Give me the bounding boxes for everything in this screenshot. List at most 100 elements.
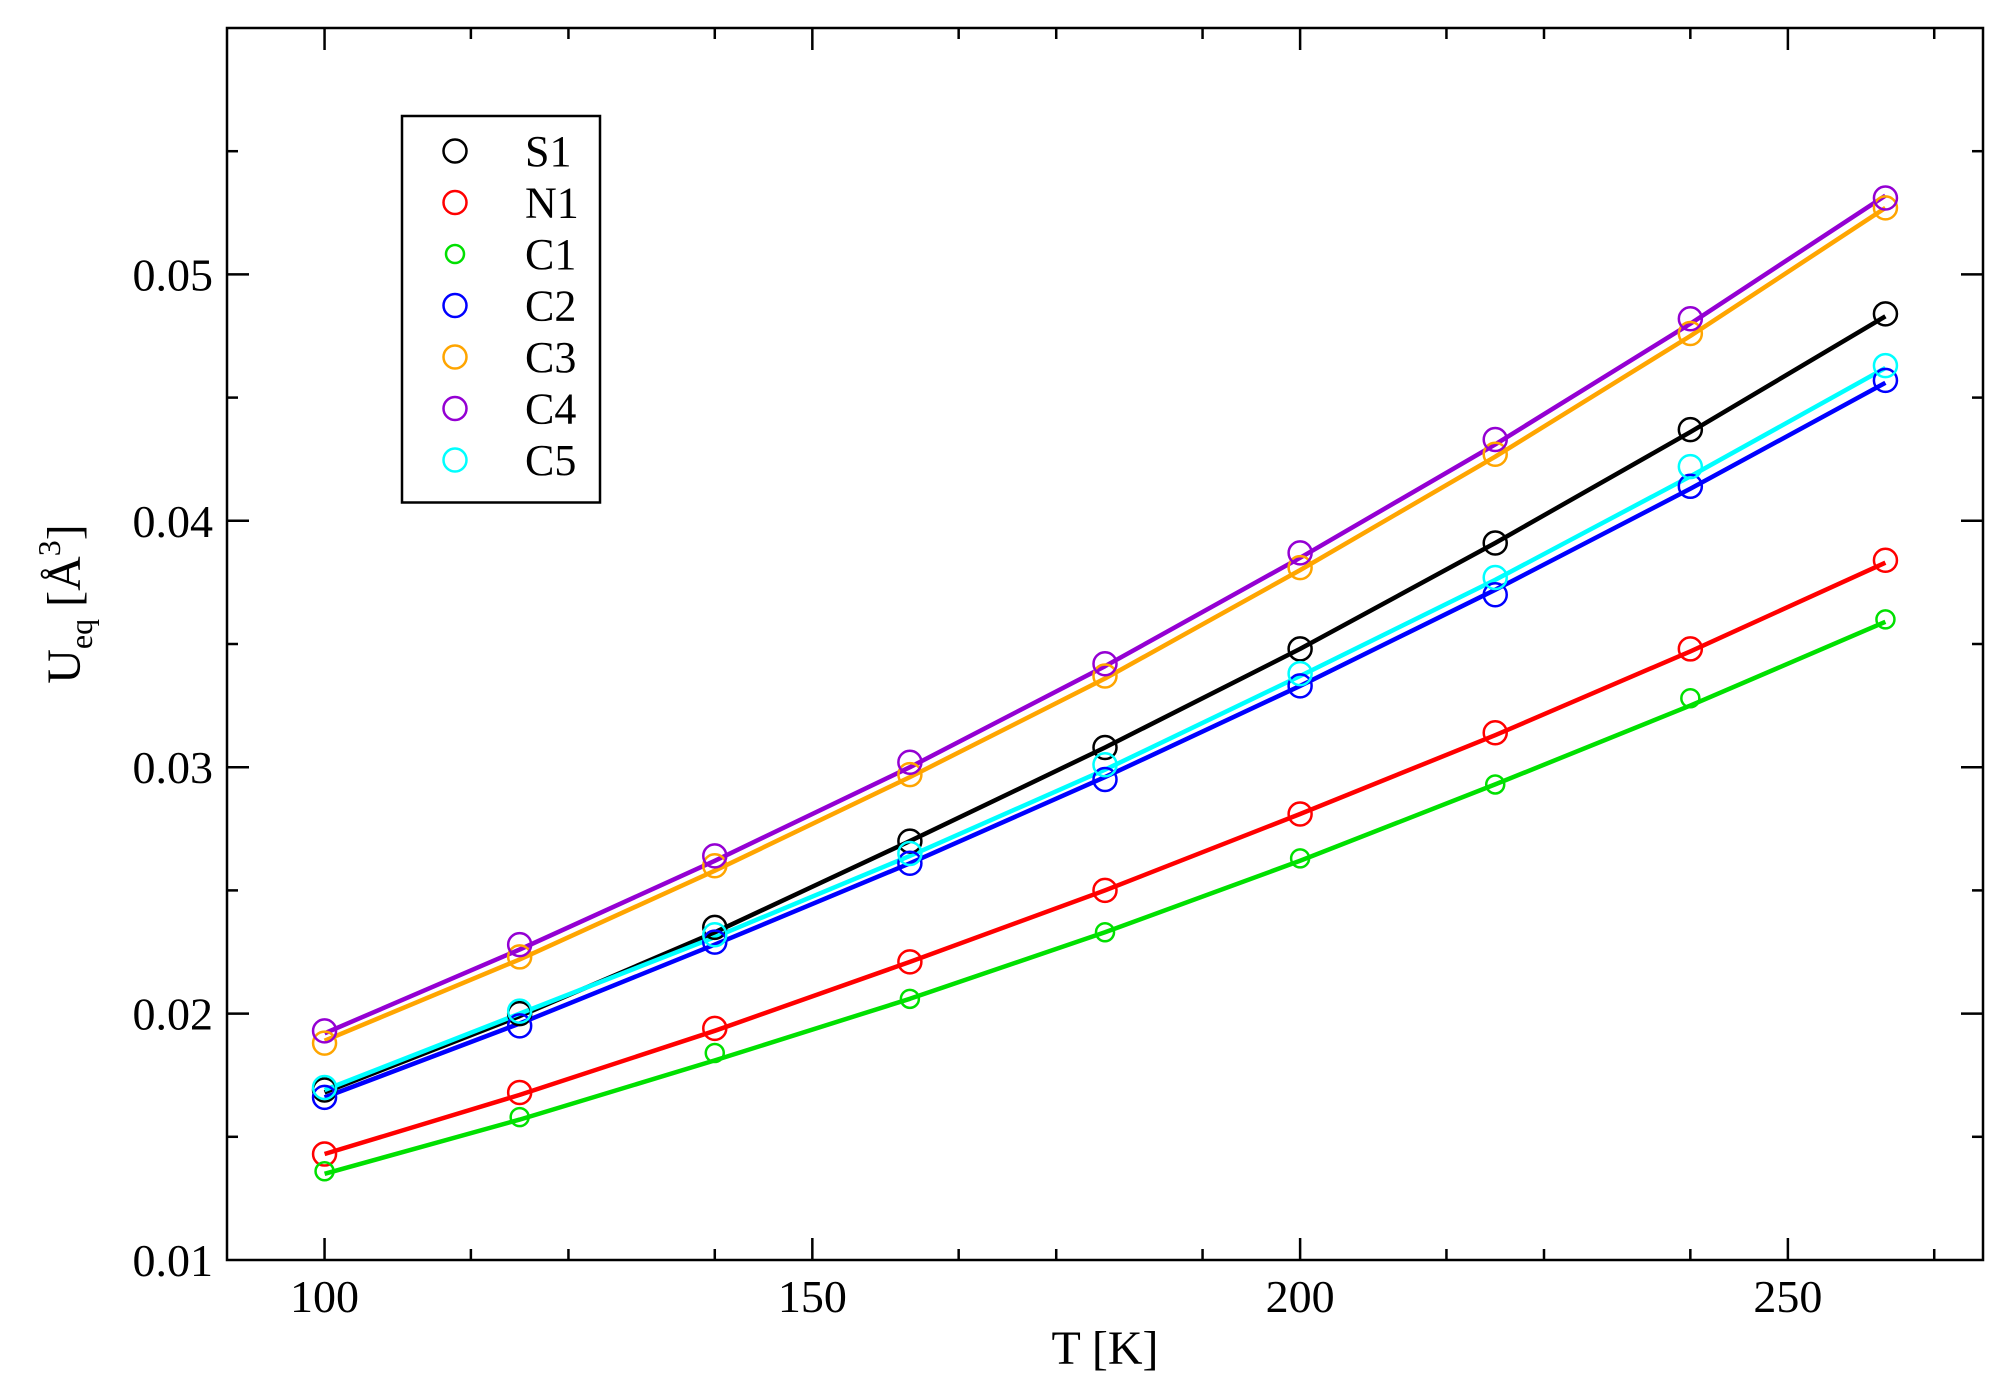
legend-marker-c1 <box>444 243 466 265</box>
legend-marker-c2 <box>442 292 468 319</box>
fit-line-n1 <box>323 560 1887 1157</box>
data-point-c5 <box>506 998 533 1024</box>
y-axis-title-unit-close: ] <box>38 524 91 540</box>
y-tick-label: 0.02 <box>133 989 214 1040</box>
data-point-n1 <box>1677 636 1704 662</box>
data-point-n1 <box>1092 877 1118 904</box>
data-point-c5 <box>1482 564 1508 591</box>
data-point-s1 <box>702 914 728 941</box>
y-axis-title-main: U <box>38 649 91 684</box>
data-point-c1 <box>1289 848 1311 869</box>
data-point-c5 <box>1092 751 1118 778</box>
data-markers <box>311 185 1899 1182</box>
fit-line-c5 <box>323 366 1887 1093</box>
y-axis-title-unit: [Å <box>38 556 91 619</box>
data-point-c5 <box>311 1074 338 1101</box>
data-point-c1 <box>704 1042 726 1064</box>
data-point-c1 <box>1875 609 1896 630</box>
legend-label-s1: S1 <box>525 127 571 176</box>
data-point-c5 <box>1287 660 1313 687</box>
data-point-c4 <box>1287 540 1313 566</box>
x-tick-label: 250 <box>1753 1271 1822 1322</box>
fit-line-c4 <box>323 193 1887 1036</box>
y-axis-title-superscript: 3 <box>31 540 67 556</box>
data-point-c3 <box>506 944 533 970</box>
data-point-c5 <box>897 840 923 867</box>
data-point-c3 <box>702 853 728 879</box>
data-point-c1 <box>314 1161 335 1182</box>
data-point-c4 <box>1092 650 1118 677</box>
data-point-n1 <box>1482 719 1508 746</box>
legend-marker-c3 <box>442 344 468 370</box>
legend-marker-c5 <box>442 447 468 473</box>
data-point-n1 <box>897 949 923 975</box>
data-point-c2 <box>311 1084 338 1111</box>
data-point-c4 <box>897 749 923 776</box>
data-point-c3 <box>311 1030 338 1056</box>
x-tick-label: 150 <box>778 1271 847 1322</box>
legend-label-c5: C5 <box>525 436 576 485</box>
data-point-c5 <box>1872 352 1899 379</box>
y-tick-label: 0.01 <box>133 1235 214 1286</box>
data-point-c4 <box>1677 306 1704 332</box>
data-point-n1 <box>506 1079 533 1106</box>
data-point-s1 <box>1287 636 1313 662</box>
fit-lines <box>323 193 1887 1176</box>
data-point-c1 <box>1680 687 1701 709</box>
data-point-c4 <box>506 931 533 958</box>
data-point-c1 <box>1094 922 1116 943</box>
data-point-c2 <box>1482 581 1508 608</box>
legend-label-c4: C4 <box>525 385 576 434</box>
data-point-s1 <box>1872 301 1899 327</box>
data-point-c4 <box>1872 185 1899 211</box>
data-point-s1 <box>1092 734 1118 761</box>
y-tick-label: 0.04 <box>133 496 214 547</box>
y-axis-title: Ueq [Å3] <box>31 524 99 684</box>
data-point-s1 <box>1482 530 1508 556</box>
data-point-c3 <box>897 761 923 788</box>
x-axis-title: T [K] <box>1051 1322 1158 1375</box>
x-tick-label: 100 <box>290 1271 359 1322</box>
plot-frame <box>225 26 1985 1262</box>
x-tick-label: 200 <box>1266 1271 1335 1322</box>
fit-line-c1 <box>323 619 1887 1176</box>
data-point-c3 <box>1482 441 1508 468</box>
data-point-c4 <box>311 1018 338 1044</box>
data-point-s1 <box>1677 416 1704 443</box>
legend-label-c3: C3 <box>525 333 576 382</box>
y-tick-label: 0.05 <box>133 249 214 300</box>
data-point-c3 <box>1872 195 1899 221</box>
data-point-c2 <box>897 850 923 877</box>
data-point-c1 <box>509 1106 530 1128</box>
data-point-c3 <box>1092 663 1118 689</box>
data-point-n1 <box>702 1015 728 1042</box>
legend-label-c2: C2 <box>525 282 576 331</box>
data-point-c2 <box>1872 367 1899 394</box>
legend-box <box>400 114 602 504</box>
data-point-c3 <box>1677 320 1704 347</box>
legend-label-n1: N1 <box>525 179 579 228</box>
data-point-c5 <box>702 922 728 948</box>
data-point-c5 <box>1677 453 1704 480</box>
axis-tick-labels: 100 150 200 250 0.01 0.02 0.03 0.04 0.05 <box>133 249 1823 1322</box>
legend-marker-n1 <box>442 189 468 216</box>
legend-marker-s1 <box>442 138 468 164</box>
data-point-c2 <box>1092 766 1118 793</box>
data-point-c3 <box>1287 554 1313 581</box>
data-point-c2 <box>506 1013 533 1039</box>
y-tick-label: 0.03 <box>133 742 214 793</box>
data-point-n1 <box>311 1141 338 1167</box>
data-point-c1 <box>1484 774 1506 795</box>
legend-label-c1: C1 <box>525 230 576 279</box>
data-point-n1 <box>1287 801 1313 827</box>
legend-marker-c4 <box>442 395 468 422</box>
axis-ticks <box>227 28 1983 1260</box>
data-point-c2 <box>1287 673 1313 699</box>
data-point-c4 <box>702 843 728 869</box>
data-point-c4 <box>1482 426 1508 453</box>
data-point-c2 <box>702 929 728 955</box>
data-point-c2 <box>1677 473 1704 500</box>
